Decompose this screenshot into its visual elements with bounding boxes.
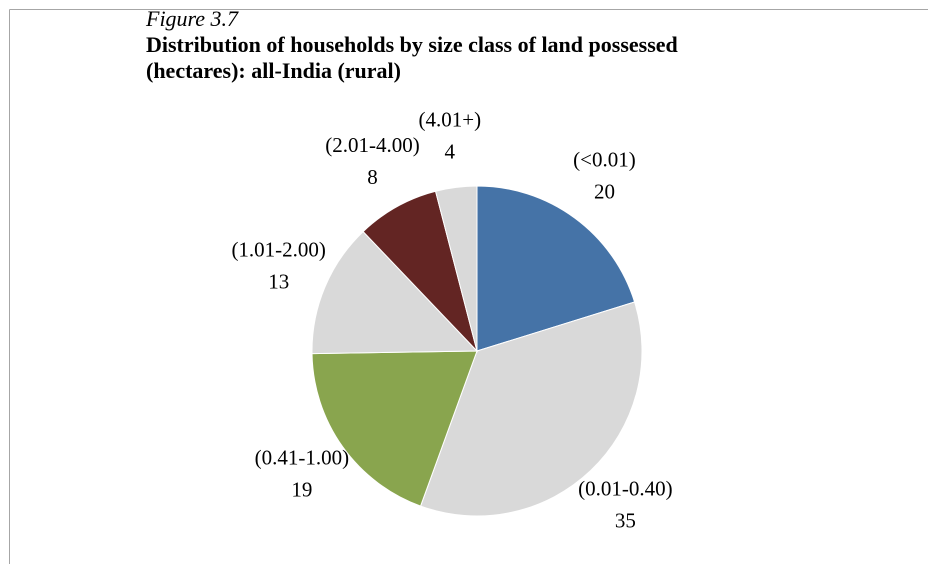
slice-label: (2.01-4.00) <box>325 133 419 157</box>
slice-label: (<0.01) <box>573 148 636 172</box>
pie-slice <box>311 350 478 507</box>
slice-value: 20 <box>594 180 615 204</box>
slice-value: 4 <box>445 140 456 164</box>
slice-value: 35 <box>615 508 636 532</box>
slice-value: 19 <box>291 478 312 502</box>
slice-label: (0.41-1.00) <box>255 446 349 470</box>
pie-slice <box>434 185 478 352</box>
pie-slice <box>419 301 643 517</box>
pie-slice <box>476 185 636 352</box>
chart-title: Distribution of households by size class… <box>146 32 678 83</box>
figure-label: Figure 3.7 <box>146 6 239 31</box>
pie-slice <box>311 230 479 355</box>
slice-value: 13 <box>268 270 289 294</box>
slice-label: (4.01+) <box>418 108 481 132</box>
slice-label: (0.01-0.40) <box>578 476 672 500</box>
slice-label: (1.01-2.00) <box>231 238 325 262</box>
slice-value: 8 <box>367 165 378 189</box>
